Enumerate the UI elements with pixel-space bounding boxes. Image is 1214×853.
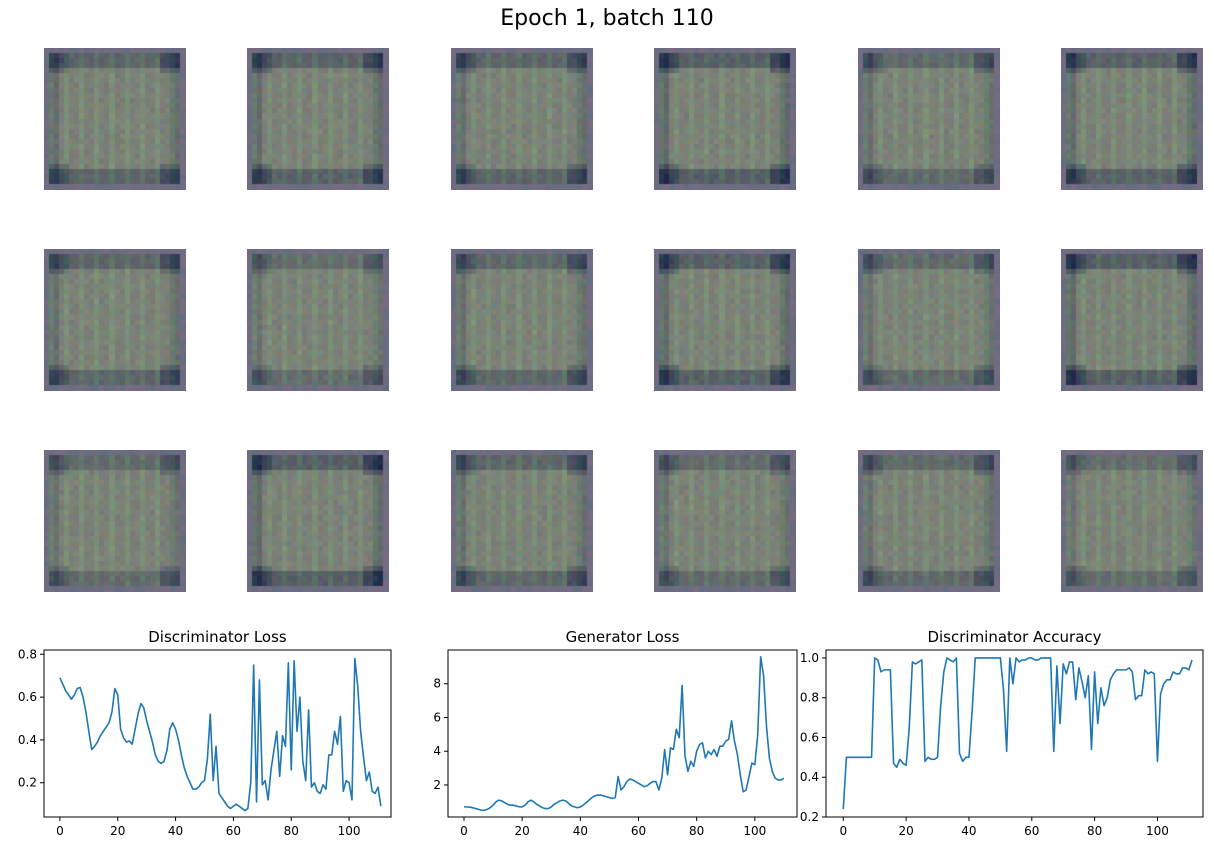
generator-loss-plot: Generator Loss 0 20 40 60 80 100 2 4 6 8 <box>433 628 798 838</box>
series-line <box>59 657 382 812</box>
x-tick-label: 0 <box>460 824 468 838</box>
y-tick-label: 0.8 <box>800 691 819 705</box>
y-tick-label: 8 <box>433 677 441 691</box>
y-tick-label: 0.2 <box>800 810 819 824</box>
x-tick-label: 80 <box>1087 824 1102 838</box>
generated-sample-image <box>654 450 796 592</box>
x-tick-label: 40 <box>961 824 976 838</box>
plot-title: Generator Loss <box>566 628 680 646</box>
y-tick-label: 1.0 <box>800 651 819 665</box>
x-tick-label: 40 <box>168 824 183 838</box>
axes-frame <box>447 649 798 818</box>
generated-sample-image <box>858 249 1000 391</box>
generated-sample-image <box>247 249 389 391</box>
plot-title: Discriminator Loss <box>148 628 287 646</box>
generated-sample-image <box>858 450 1000 592</box>
series-line <box>842 657 1193 810</box>
discriminator-loss-plot: Discriminator Loss 0 20 40 60 80 100 0.2 0.4 0.6 0… <box>18 628 392 838</box>
plot-title: Discriminator Accuracy <box>927 628 1101 646</box>
axes-frame <box>825 649 1204 818</box>
x-tick-label: 40 <box>573 824 588 838</box>
x-tick-label: 20 <box>110 824 125 838</box>
y-tick-label: 0.6 <box>18 690 37 704</box>
generated-sample-image <box>858 48 1000 190</box>
x-tick-label: 100 <box>1146 824 1169 838</box>
discriminator-accuracy-plot: Discriminator Accuracy 0 20 40 60 80 100 0.2 0.4… <box>800 628 1204 838</box>
generated-sample-image <box>451 450 593 592</box>
generated-sample-image <box>44 450 186 592</box>
series-line <box>464 655 785 812</box>
x-tick-label: 0 <box>839 824 847 838</box>
y-tick-label: 0.8 <box>18 647 37 661</box>
x-tick-label: 80 <box>284 824 299 838</box>
generated-sample-image <box>451 249 593 391</box>
x-tick-label: 0 <box>56 824 64 838</box>
y-tick-label: 0.6 <box>800 730 819 744</box>
generated-sample-image <box>654 48 796 190</box>
generated-sample-image <box>247 48 389 190</box>
x-tick-label: 20 <box>898 824 913 838</box>
x-tick-label: 20 <box>515 824 530 838</box>
y-tick-label: 2 <box>433 778 441 792</box>
x-tick-label: 60 <box>1024 824 1039 838</box>
x-tick-label: 60 <box>226 824 241 838</box>
y-tick-label: 4 <box>433 744 441 758</box>
generated-sample-image <box>654 249 796 391</box>
generated-sample-image <box>44 48 186 190</box>
x-tick-label: 100 <box>338 824 361 838</box>
figure-title: Epoch 1, batch 110 <box>500 6 714 31</box>
generated-sample-image <box>1061 48 1203 190</box>
y-tick-label: 0.4 <box>800 770 819 784</box>
y-tick-label: 0.4 <box>18 733 37 747</box>
x-tick-label: 80 <box>689 824 704 838</box>
y-tick-label: 6 <box>433 710 441 724</box>
axes-frame <box>43 649 392 818</box>
generated-sample-image <box>451 48 593 190</box>
generated-sample-image <box>247 450 389 592</box>
x-tick-label: 100 <box>743 824 766 838</box>
x-tick-label: 60 <box>631 824 646 838</box>
generated-sample-image <box>1061 249 1203 391</box>
generated-sample-image <box>1061 450 1203 592</box>
generated-sample-image <box>44 249 186 391</box>
y-tick-label: 0.2 <box>18 776 37 790</box>
